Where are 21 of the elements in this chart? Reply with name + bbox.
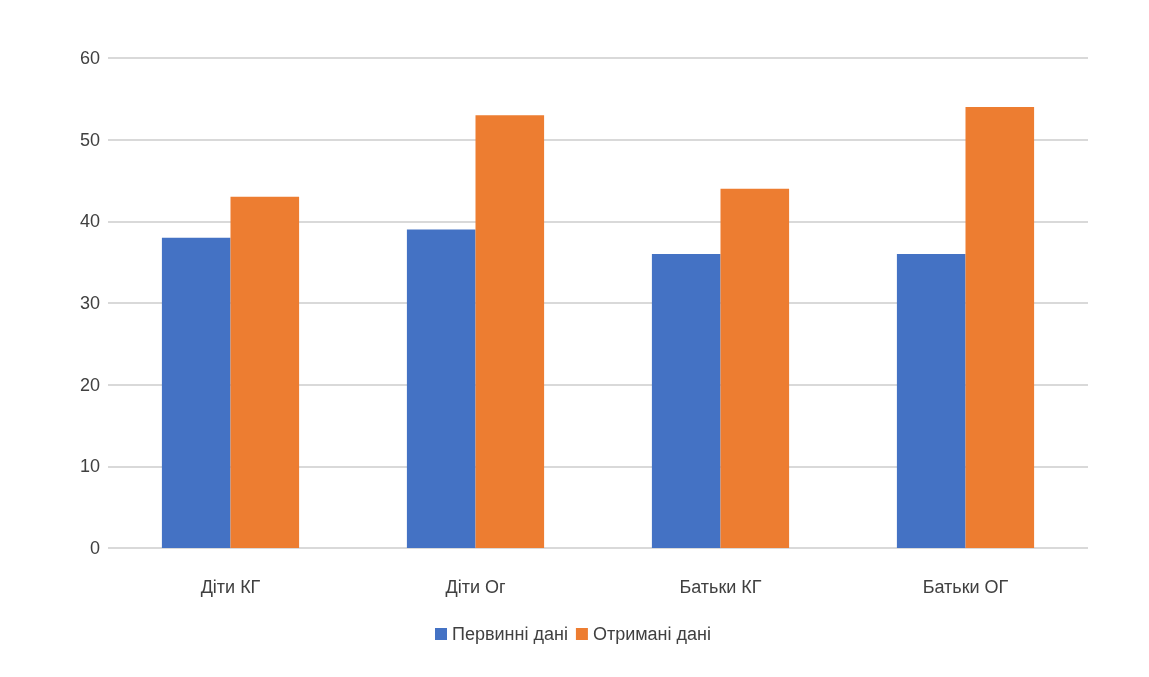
bar bbox=[965, 107, 1035, 548]
x-tick-label: Діти Ог bbox=[445, 577, 506, 597]
x-tick-label: Батьки ОГ bbox=[922, 577, 1009, 597]
x-tick-label: Діти КГ bbox=[200, 577, 261, 597]
bar bbox=[406, 229, 476, 548]
y-tick-label: 10 bbox=[79, 456, 100, 477]
legend-label: Отримані дані bbox=[592, 624, 711, 644]
bar bbox=[161, 237, 231, 548]
x-tick-label: Батьки КГ bbox=[679, 577, 762, 597]
y-tick-label: 20 bbox=[79, 374, 100, 395]
y-tick-label: 60 bbox=[79, 48, 100, 68]
legend-label: Первинні дані bbox=[452, 624, 568, 644]
bar bbox=[720, 188, 790, 548]
bar bbox=[896, 254, 966, 548]
y-tick-label: 0 bbox=[89, 538, 100, 558]
y-tick-label: 30 bbox=[79, 293, 100, 313]
y-tick-label: 40 bbox=[79, 211, 100, 232]
bar bbox=[230, 196, 300, 548]
bar bbox=[475, 115, 545, 548]
bar bbox=[651, 254, 721, 548]
y-tick-label: 50 bbox=[79, 129, 100, 150]
